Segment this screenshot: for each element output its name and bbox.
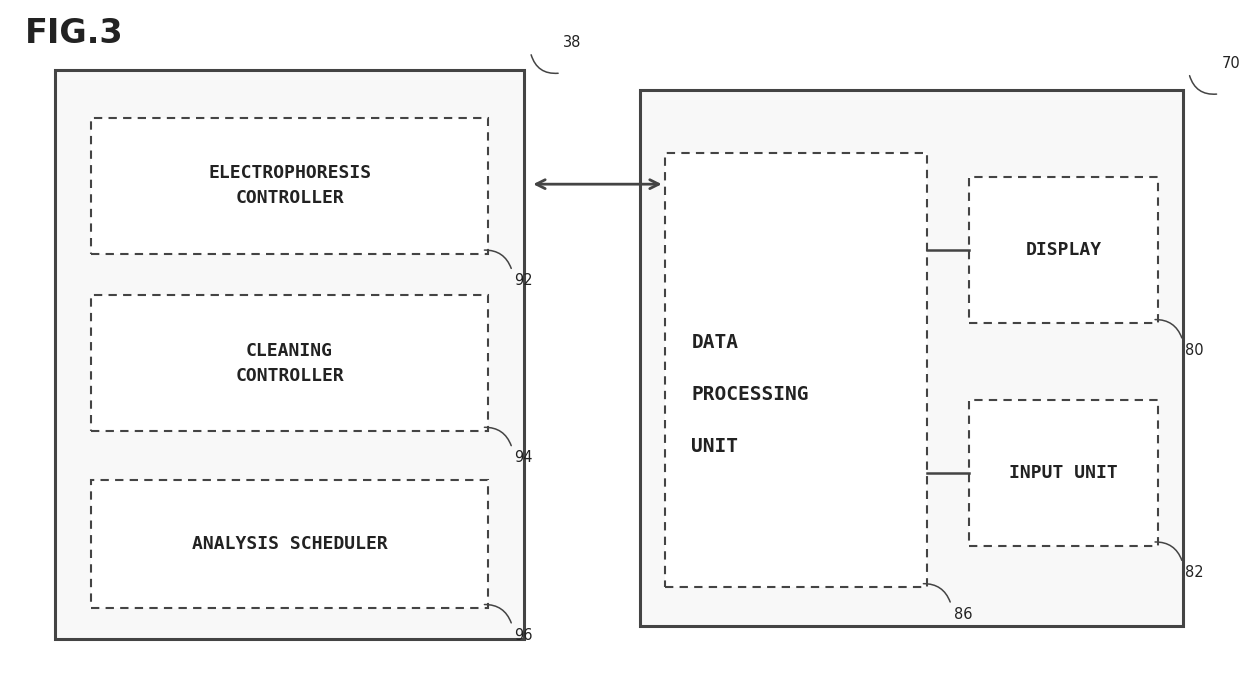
Text: UNIT: UNIT [692,437,738,456]
Text: 86: 86 [954,607,972,622]
Bar [970,177,1158,323]
Text: 96: 96 [515,628,533,643]
Text: DATA: DATA [692,333,738,352]
Text: 82: 82 [1185,565,1204,580]
Text: 80: 80 [1185,343,1204,358]
Text: 38: 38 [563,35,582,50]
Bar [92,118,487,254]
Text: INPUT UNIT: INPUT UNIT [1009,464,1118,482]
Text: ELECTROPHORESIS
CONTROLLER: ELECTROPHORESIS CONTROLLER [208,165,371,207]
Bar [970,400,1158,546]
Text: ANALYSIS SCHEDULER: ANALYSIS SCHEDULER [192,535,387,553]
Text: DISPLAY: DISPLAY [1025,241,1102,259]
Text: 94: 94 [515,450,533,466]
Text: 92: 92 [515,273,533,288]
Bar [55,70,525,639]
Text: CLEANING
CONTROLLER: CLEANING CONTROLLER [236,342,343,384]
Bar [92,295,487,431]
Text: PROCESSING: PROCESSING [692,385,808,404]
Bar [92,480,487,608]
Bar [640,90,1183,626]
Bar [665,153,926,587]
Text: FIG.3: FIG.3 [25,17,123,50]
Text: 70: 70 [1221,56,1240,71]
